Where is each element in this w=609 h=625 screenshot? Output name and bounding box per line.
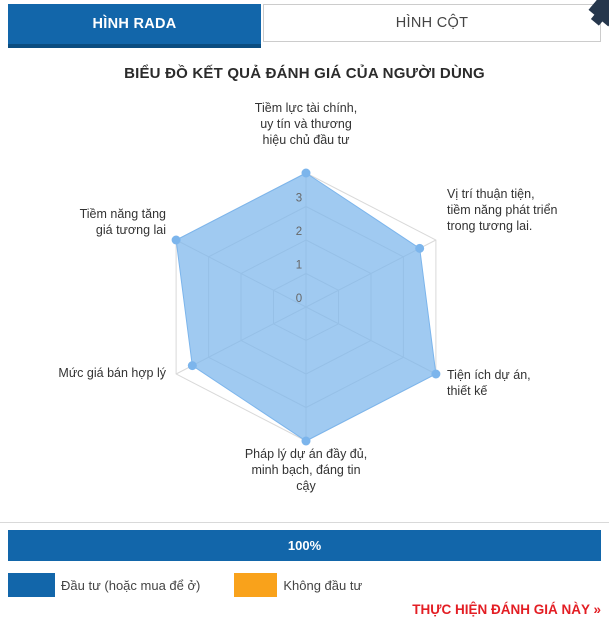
radar-tick-label: 1	[296, 260, 302, 272]
radar-axis-label-4: Mức giá bán hợp lý	[58, 366, 166, 380]
page-title: BIỂU ĐỒ KẾT QUẢ ĐÁNH GIÁ CỦA NGƯỜI DÙNG	[124, 65, 485, 82]
radar-tick-label: 3	[296, 193, 302, 205]
legend-label-no-invest: Không đầu tư	[283, 577, 363, 593]
radar-chart-canvas: 0 1 2 3	[171, 168, 441, 446]
radar-data-point	[187, 361, 197, 371]
radar-axis-label-3: Pháp lý dự án đầy đủ, minh bạch, đáng ti…	[244, 447, 368, 493]
radar-data-point	[301, 168, 311, 178]
radar-tick-label: 0	[296, 293, 302, 305]
legend-label-invest: Đầu tư (hoặc mua để ở)	[61, 577, 201, 593]
radar-series-area	[175, 172, 437, 442]
radar-data-point	[415, 243, 425, 253]
legend-swatch-invest	[8, 573, 55, 597]
chart-type-tabs: HÌNH RADA HÌNH CỘT	[8, 4, 601, 48]
radar-data-point	[301, 436, 311, 446]
radar-axis-label-0: Tiềm lực tài chính, uy tín và thương hiệ…	[254, 101, 358, 147]
progress-fill	[8, 530, 601, 561]
tab-radar[interactable]: HÌNH RADA	[8, 4, 261, 48]
progress-label: 100%	[287, 538, 322, 553]
legend-swatch-no-invest	[234, 573, 278, 597]
radar-data-point	[171, 235, 181, 245]
chart-legend: Đầu tư (hoặc mua để ở) Không đầu tư	[8, 573, 601, 597]
radar-tick-label: 2	[296, 226, 302, 238]
divider	[0, 522, 609, 523]
radar-data-point	[431, 369, 441, 379]
radar-axis-label-5: Tiềm năng tăng giá tương lai	[79, 207, 166, 237]
tab-column[interactable]: HÌNH CỘT	[263, 4, 601, 42]
radar-axis-label-1: Vị trí thuận tiện, tiềm năng phát triển …	[447, 187, 558, 233]
radar-chart: 0 1 2 3 Tiềm lực tài chính, uy tín và thươn…	[0, 95, 609, 515]
do-rating-link[interactable]: THỰC HIỆN ĐÁNH GIÁ NÀY »	[412, 602, 601, 617]
radar-axis-label-2: Tiện ích dự án, thiết kế	[447, 368, 531, 398]
rating-progress-bar: 100%	[8, 530, 601, 561]
